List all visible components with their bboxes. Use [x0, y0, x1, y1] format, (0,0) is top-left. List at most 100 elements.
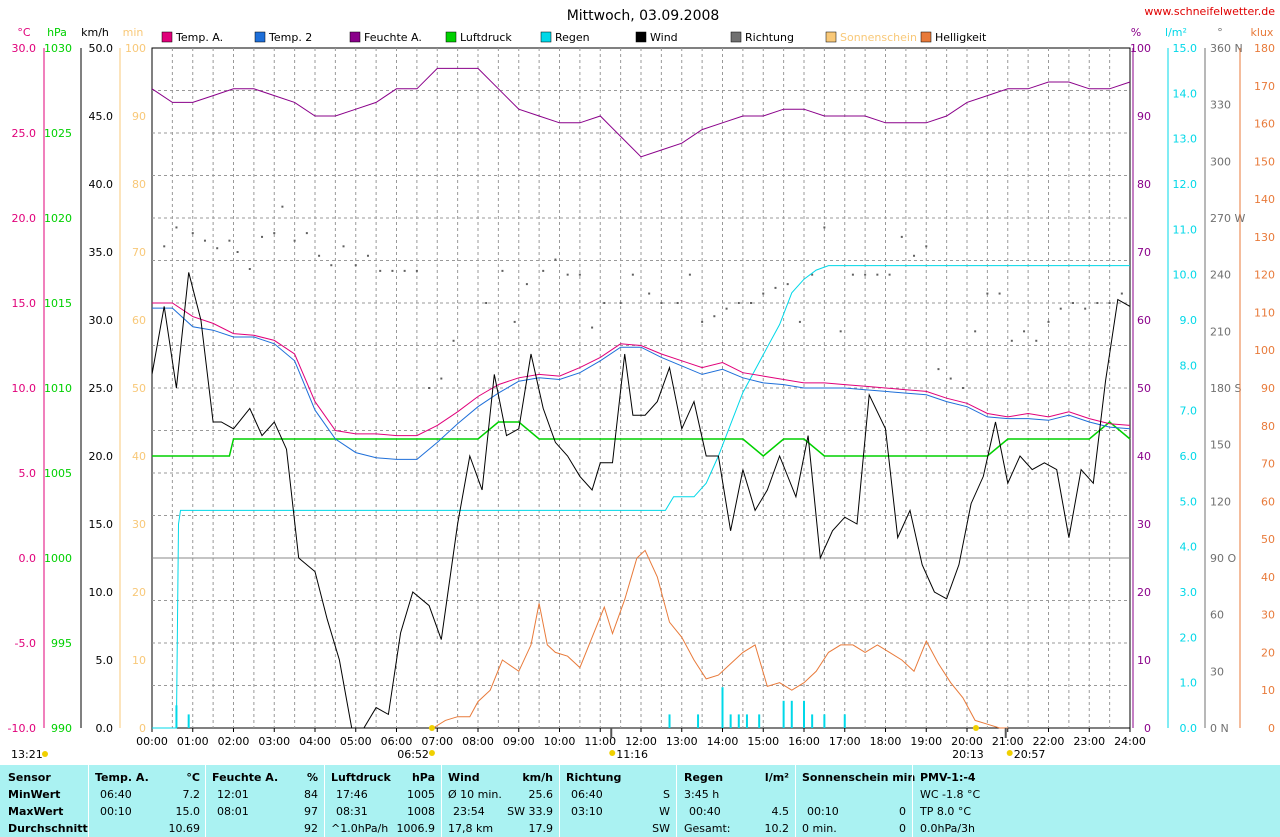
direction-point: [261, 235, 264, 238]
brightness-tick-label: 40: [1261, 571, 1275, 584]
sunshine-tick-label: 40: [132, 450, 146, 463]
brightness-tick-label: 100: [1254, 344, 1275, 357]
direction-tick-label: 300: [1210, 155, 1231, 168]
direction-point: [713, 315, 716, 318]
direction-point: [1047, 320, 1050, 323]
footer-regen-max-time: 00:40: [689, 805, 721, 818]
direction-point: [1096, 302, 1099, 304]
x-tick-label: 09:00: [503, 735, 535, 748]
pressure-tick-label: 1010: [44, 382, 72, 395]
direction-point: [342, 245, 345, 248]
pressure-tick-label: 990: [51, 722, 72, 735]
rain-tick-label: 9.0: [1180, 314, 1198, 327]
direction-tick-label: 150: [1210, 439, 1231, 452]
sunshine-tick-label: 30: [132, 518, 146, 531]
pressure-tick-label: 1000: [44, 552, 72, 565]
direction-point: [513, 320, 516, 323]
x-tick-label: 10:00: [544, 735, 576, 748]
direction-tick-label: 360 N: [1210, 42, 1243, 55]
wind-tick-label: 45.0: [89, 110, 114, 123]
footer-sonne-col: Sonnenschein min 00:10 0 0 min. 0: [802, 769, 915, 837]
sunset-icon: [972, 725, 979, 731]
pressure-tick-label: 1025: [44, 127, 72, 140]
footer-row-min: MinWert: [8, 788, 61, 801]
direction-point: [750, 302, 753, 304]
footer-regen-duration: 3:45 h: [684, 788, 720, 801]
footer-regen-unit: l/m²: [764, 771, 789, 784]
direction-point: [542, 269, 545, 272]
direction-point: [900, 235, 903, 238]
temp-tick-label: 5.0: [19, 467, 37, 480]
footer-richtung-max: W: [659, 805, 670, 818]
footer-feuchte-avg: 92: [304, 822, 318, 835]
axes: 00:00 01:00 02:00 03:00 04:00 05:00 06:00 07:00…: [8, 26, 1275, 748]
direction-point: [676, 302, 679, 304]
brightness-tick-label: 140: [1254, 193, 1275, 206]
brightness-tick-label: 170: [1254, 80, 1275, 93]
pressure-tick-label: 1005: [44, 467, 72, 480]
temp-tick-label: -5.0: [15, 637, 36, 650]
humidity-tick-label: 30: [1137, 518, 1151, 531]
legend-swatch-wind: [635, 31, 647, 43]
footer-row-avg: Durchschnitt: [8, 822, 88, 835]
footer-wind-avg: 17.9: [528, 822, 554, 835]
legend-label-feuchte: Feuchte A.: [364, 31, 422, 44]
direction-point: [688, 273, 691, 276]
footer-regen-total-label: Gesamt:: [684, 822, 731, 835]
sunshine-unit: min: [123, 26, 144, 39]
direction-point: [485, 302, 488, 304]
sunshine-tick-label: 100: [125, 42, 146, 55]
wind-tick-label: 10.0: [89, 586, 114, 599]
direction-point: [603, 302, 606, 304]
humidity-tick-label: 40: [1137, 450, 1151, 463]
x-tick-label: 21:00: [992, 735, 1024, 748]
x-tick-label: 24:00: [1114, 735, 1146, 748]
footer-pmv-col: PMV-1:-4 WC -1.8 °C TP 8.0 °C 0.0hPa/3h: [920, 769, 1030, 837]
rain-tick-label: 8.0: [1180, 359, 1198, 372]
x-tick-label: 07:00: [421, 735, 453, 748]
humidity-tick-label: 70: [1137, 246, 1151, 259]
direction-point: [631, 273, 634, 276]
x-tick-label: 08:00: [462, 735, 494, 748]
direction-point: [974, 330, 977, 333]
direction-point: [366, 254, 369, 257]
footer-luftdruck-col: Luftdruck hPa 17:46 1005 08:31 1008 ^1.0hPa…: [331, 769, 435, 837]
direction-point: [501, 269, 504, 272]
direction-point: [701, 320, 704, 323]
footer-richtung-col: Richtung 06:40 S 03:10 W SW: [566, 769, 670, 837]
footer-wind-avg10-label: Ø 10 min.: [448, 788, 502, 801]
temp-unit: °C: [17, 26, 31, 39]
direction-point: [591, 326, 594, 329]
x-tick-label: 06:00: [381, 735, 413, 748]
footer-richtung-min-time: 06:40: [571, 788, 603, 801]
x-tick-label: 20:00: [951, 735, 983, 748]
x-tick-label: 13:00: [666, 735, 698, 748]
footer-richtung-avg: SW: [652, 822, 670, 835]
rain-tick-label: 5.0: [1180, 495, 1198, 508]
brightness-tick-label: 20: [1261, 646, 1275, 659]
feuchte-line: [151, 67, 1131, 158]
direction-point: [1084, 307, 1087, 310]
chart-title: Mittwoch, 03.09.2008: [567, 8, 720, 24]
footer-wind-max: SW 33.9: [507, 805, 553, 818]
pressure-tick-label: 1015: [44, 297, 72, 310]
footer-feuchte-title: Feuchte A.: [212, 771, 279, 784]
footer-wind-title: Wind: [448, 771, 480, 784]
direction-point: [228, 239, 231, 242]
site-link[interactable]: www.schneifelwetter.de: [1144, 5, 1275, 18]
x-tick-label: 04:00: [299, 735, 331, 748]
direction-point: [737, 302, 740, 304]
direction-tick-label: 120: [1210, 495, 1231, 508]
rain-tick-label: 15.0: [1173, 42, 1198, 55]
footer-regen-col: Regen l/m² 3:45 h 00:40 4.5 Gesamt: 10.2: [684, 769, 789, 837]
wind-tick-label: 50.0: [89, 42, 114, 55]
direction-point: [175, 226, 178, 229]
pressure-tick-label: 995: [51, 637, 72, 650]
rain-tick-label: 10.0: [1173, 269, 1198, 282]
footer-temp-unit: °C: [186, 771, 200, 784]
brightness-tick-label: 150: [1254, 155, 1275, 168]
direction-point: [839, 330, 842, 333]
direction-point: [949, 377, 952, 380]
direction-point: [273, 232, 276, 235]
legend-label-temp_a: Temp. A.: [175, 31, 223, 44]
